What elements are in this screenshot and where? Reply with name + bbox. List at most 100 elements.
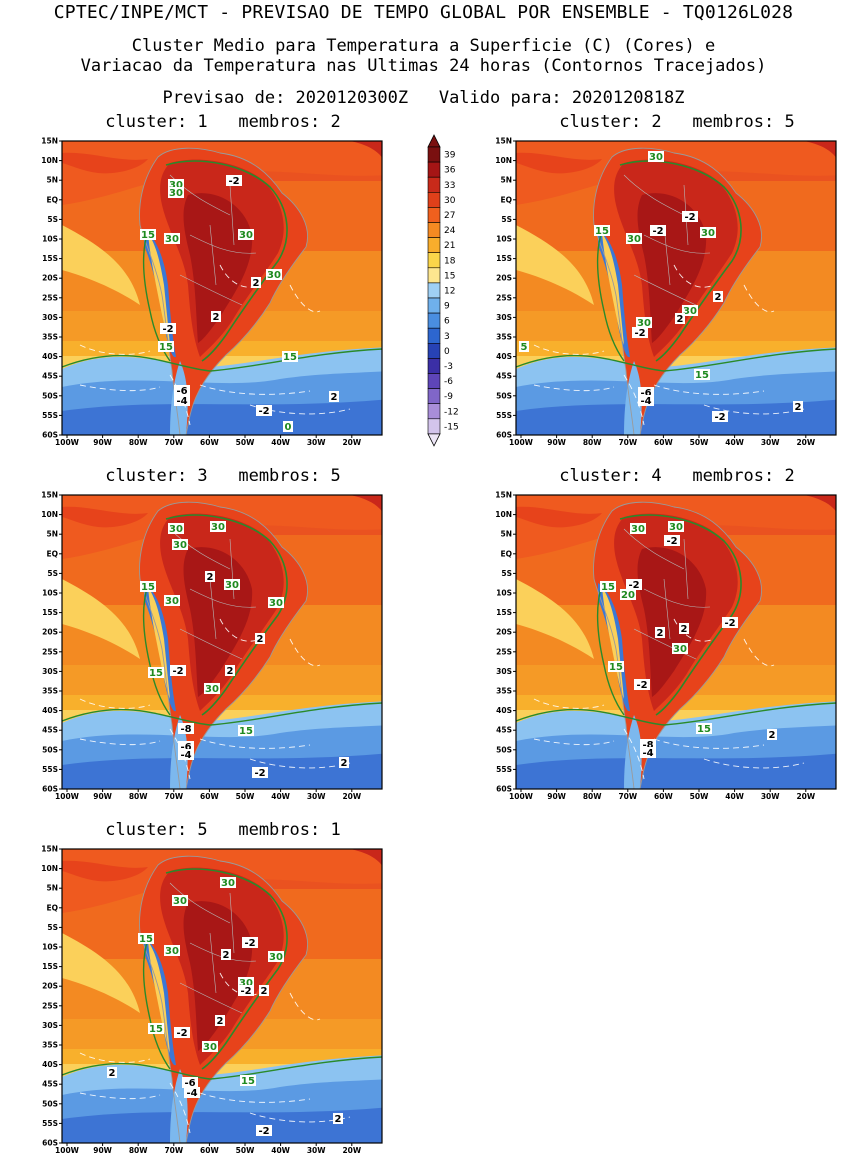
- colorbar-label: 30: [444, 196, 456, 206]
- map-panel-cluster-3: 15N 10N 5N EQ 5S 10S 15S 20S 25S 30S 35S 40S 45S 50S 5…: [20, 489, 383, 801]
- contour-label: 30: [165, 946, 179, 957]
- lon-tick-label: 30W: [307, 1146, 326, 1155]
- lat-tick-label: 15S: [496, 608, 512, 617]
- lat-tick-label: EQ: [47, 549, 59, 558]
- colorbar-swatch: [427, 207, 441, 223]
- contour-label: 30: [673, 644, 687, 655]
- lon-tick-label: 100W: [509, 438, 534, 447]
- contour-label: 15: [697, 724, 711, 735]
- contour-label: 30: [173, 540, 187, 551]
- lat-tick-label: 15N: [41, 491, 58, 500]
- contour-label: 30: [205, 684, 219, 695]
- lat-tick-label: 30S: [42, 1021, 58, 1030]
- colorbar-label: -12: [444, 407, 459, 417]
- contour-label: 20: [621, 590, 635, 601]
- lat-tick-label: 45S: [42, 726, 58, 735]
- colorbar-label: -6: [444, 377, 453, 387]
- colorbar-label: -9: [444, 392, 453, 402]
- colorbar-label: 36: [444, 166, 456, 176]
- lon-tick-label: 60W: [200, 1146, 219, 1155]
- lat-tick-label: 40S: [42, 1060, 58, 1069]
- lat-tick-label: 30S: [496, 667, 512, 676]
- contour-label: 30: [221, 878, 235, 889]
- contour-label: 15: [241, 1076, 255, 1087]
- contour-label: 2: [657, 628, 664, 639]
- contour-label: 15: [141, 582, 155, 593]
- lat-tick-label: 15S: [42, 254, 58, 263]
- contour-label: -8: [642, 740, 653, 751]
- colorbar-label: 27: [444, 211, 455, 221]
- contour-label: -2: [176, 1028, 187, 1039]
- lat-tick-label: 60S: [496, 785, 512, 794]
- contour-label: -4: [176, 396, 187, 407]
- contour-label: 30: [169, 188, 183, 199]
- lat-tick-label: 10N: [495, 156, 512, 165]
- lon-tick-label: 30W: [307, 438, 326, 447]
- lat-tick-label: 50S: [496, 391, 512, 400]
- contour-label: 30: [269, 952, 283, 963]
- colorbar-label: 15: [444, 271, 455, 281]
- contour-label: 30: [267, 270, 281, 281]
- lat-tick-label: 55S: [42, 765, 58, 774]
- contour-label: 30: [211, 522, 225, 533]
- lat-tick-label: 5N: [501, 176, 513, 185]
- contour-label: -2: [634, 328, 645, 339]
- lon-tick-label: 40W: [271, 438, 290, 447]
- contour-label: 2: [677, 314, 684, 325]
- contour-label: -2: [258, 406, 269, 417]
- lat-tick-label: 25S: [42, 647, 58, 656]
- colorbar-label: -15: [444, 422, 459, 432]
- lat-tick-label: 10S: [496, 235, 512, 244]
- colorbar-swatch: [427, 343, 441, 359]
- contour-label: 2: [769, 730, 776, 741]
- lon-tick-label: 90W: [547, 792, 566, 801]
- contour-label: 2: [261, 986, 268, 997]
- contour-label: 30: [173, 896, 187, 907]
- colorbar-label: 3: [444, 332, 450, 342]
- lat-tick-label: 55S: [42, 1119, 58, 1128]
- contour-label: 30: [683, 306, 697, 317]
- lon-tick-label: 50W: [690, 438, 709, 447]
- lat-tick-label: 20S: [496, 628, 512, 637]
- contour-label: -2: [628, 580, 639, 591]
- panel-title-2: cluster: 2 membros: 5: [559, 112, 795, 132]
- contour-label: 2: [207, 572, 214, 583]
- lon-tick-label: 60W: [200, 438, 219, 447]
- contour-label: 30: [669, 522, 683, 533]
- contour-label: 30: [637, 318, 651, 329]
- colorbar-label: 24: [444, 226, 456, 236]
- map-svg: 15N 10N 5N EQ 5S 10S 15S 20S 25S 30S 35S 40S 45S 50S 5…: [41, 137, 383, 447]
- lat-tick-label: 45S: [496, 726, 512, 735]
- contour-label: -2: [254, 768, 265, 779]
- lat-tick-label: 20S: [42, 982, 58, 991]
- map-panel-cluster-4: 15N 10N 5N EQ 5S 10S 15S 20S 25S 30S 35S 40S 45S 50S 5…: [474, 489, 837, 801]
- lat-tick-label: 50S: [42, 391, 58, 400]
- lat-tick-label: 55S: [42, 411, 58, 420]
- lon-tick-label: 20W: [796, 792, 815, 801]
- lat-tick-label: 10S: [496, 589, 512, 598]
- lat-tick-label: 10N: [41, 156, 58, 165]
- lat-tick-label: 45S: [42, 1080, 58, 1089]
- lat-tick-label: 10N: [41, 510, 58, 519]
- contour-label: -6: [184, 1078, 195, 1089]
- colorbar-label: 18: [444, 256, 456, 266]
- lon-tick-label: 90W: [93, 1146, 112, 1155]
- colorbar-swatch: [427, 403, 441, 420]
- lat-tick-label: 5S: [47, 569, 58, 578]
- lat-tick-label: 15S: [42, 608, 58, 617]
- lat-tick-label: 20S: [496, 274, 512, 283]
- lon-tick-label: 100W: [509, 792, 534, 801]
- lat-tick-label: 25S: [42, 293, 58, 302]
- lat-tick-label: 45S: [496, 372, 512, 381]
- lat-tick-label: 10S: [42, 943, 58, 952]
- contour-label: -2: [652, 226, 663, 237]
- header-line-3: Variacao da Temperatura nas Ultimas 24 h…: [80, 56, 767, 76]
- contour-label: -2: [228, 176, 239, 187]
- lon-tick-label: 90W: [93, 792, 112, 801]
- lat-tick-label: 25S: [42, 1001, 58, 1010]
- contour-label: 30: [203, 1042, 217, 1053]
- contour-label: 5: [521, 342, 528, 353]
- contour-label: -2: [244, 938, 255, 949]
- contour-label: -2: [258, 1126, 269, 1137]
